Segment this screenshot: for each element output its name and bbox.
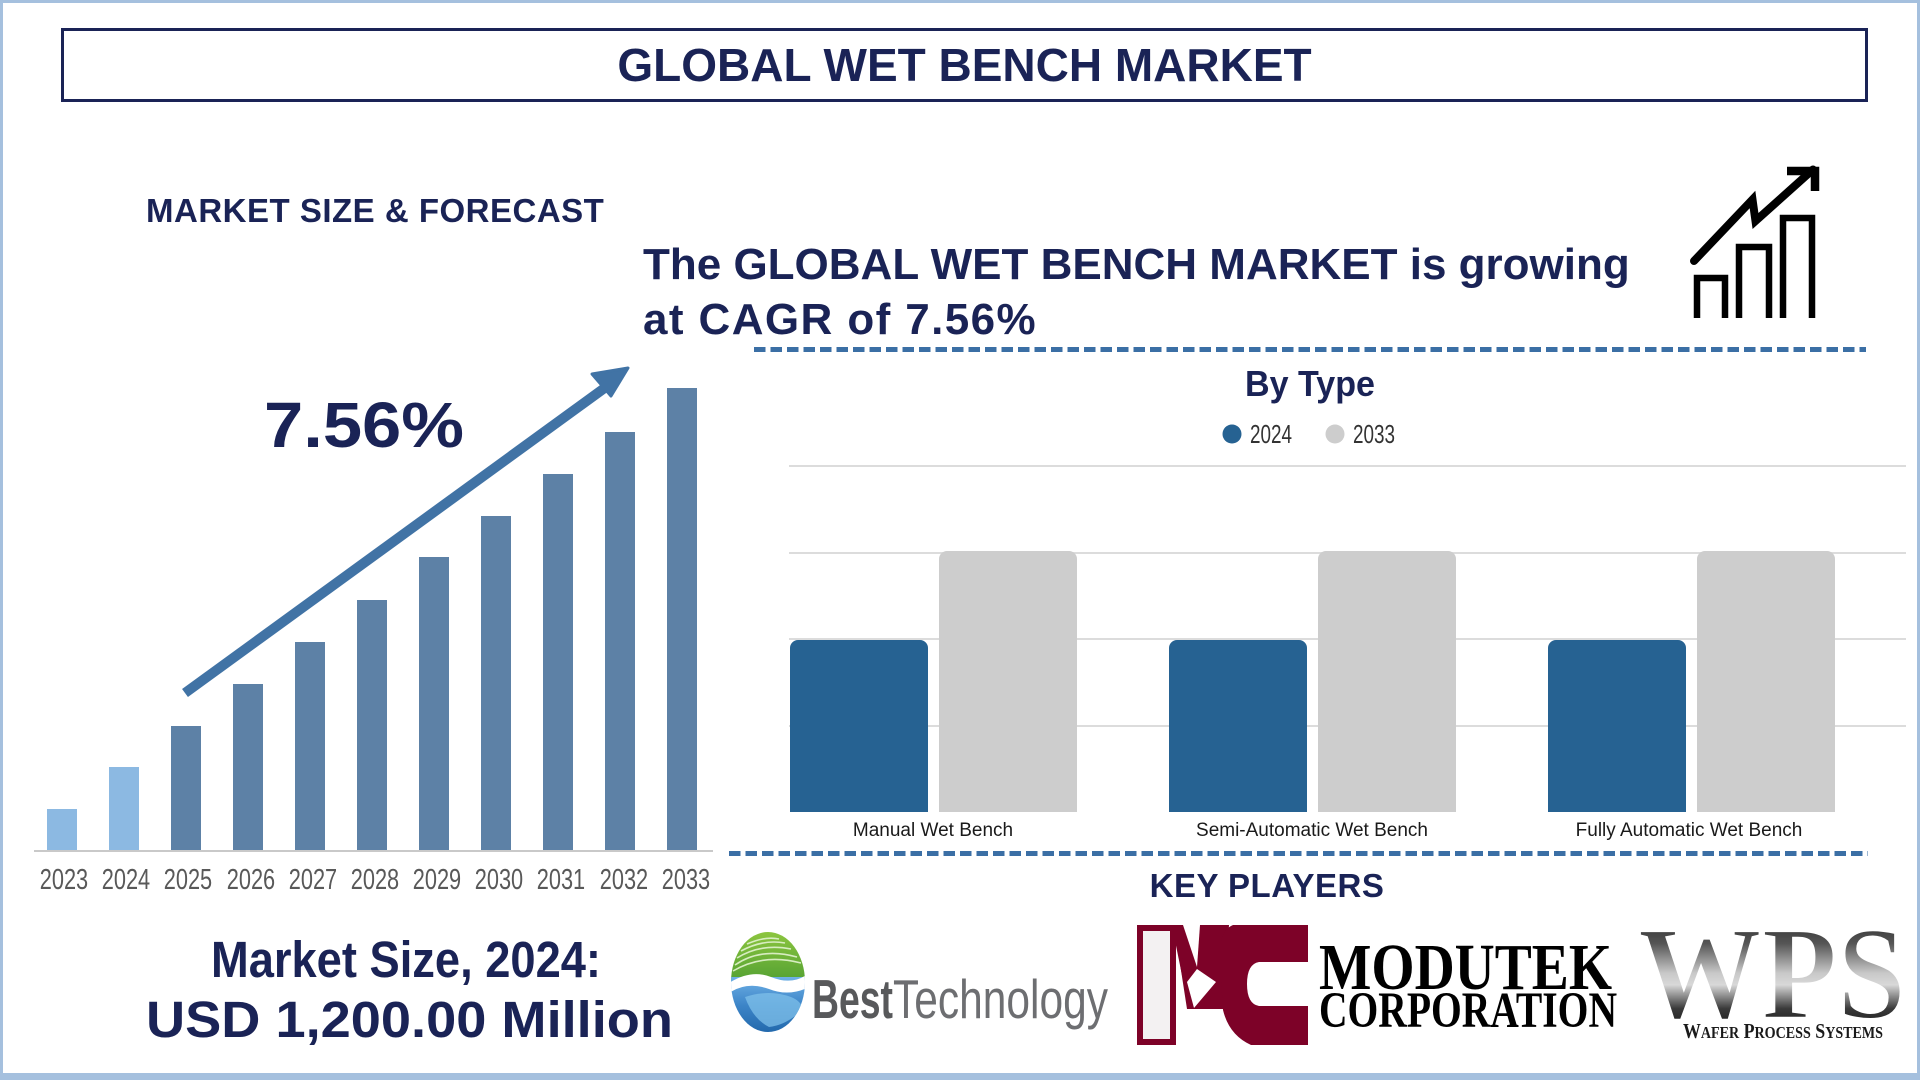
svg-text:2024: 2024 [1250,419,1292,449]
svg-text:WPS: WPS [1638,900,1906,1047]
svg-text:MODUTEK: MODUTEK [1319,931,1612,1004]
svg-text:7.56%: 7.56% [264,389,464,461]
svg-text:Best: Best [812,968,893,1030]
svg-text:CORPORATION: CORPORATION [1319,983,1617,1039]
svg-text:2033: 2033 [1353,419,1395,449]
svg-text:USD 1,200.00 Million: USD 1,200.00 Million [146,991,673,1048]
svg-text:WAFER PROCESS SYSTEMS: WAFER PROCESS SYSTEMS [1683,1019,1883,1043]
svg-text:Market Size, 2024:: Market Size, 2024: [211,931,601,988]
svg-text:Technology: Technology [893,968,1108,1030]
svg-text:By Type: By Type [1245,363,1375,404]
